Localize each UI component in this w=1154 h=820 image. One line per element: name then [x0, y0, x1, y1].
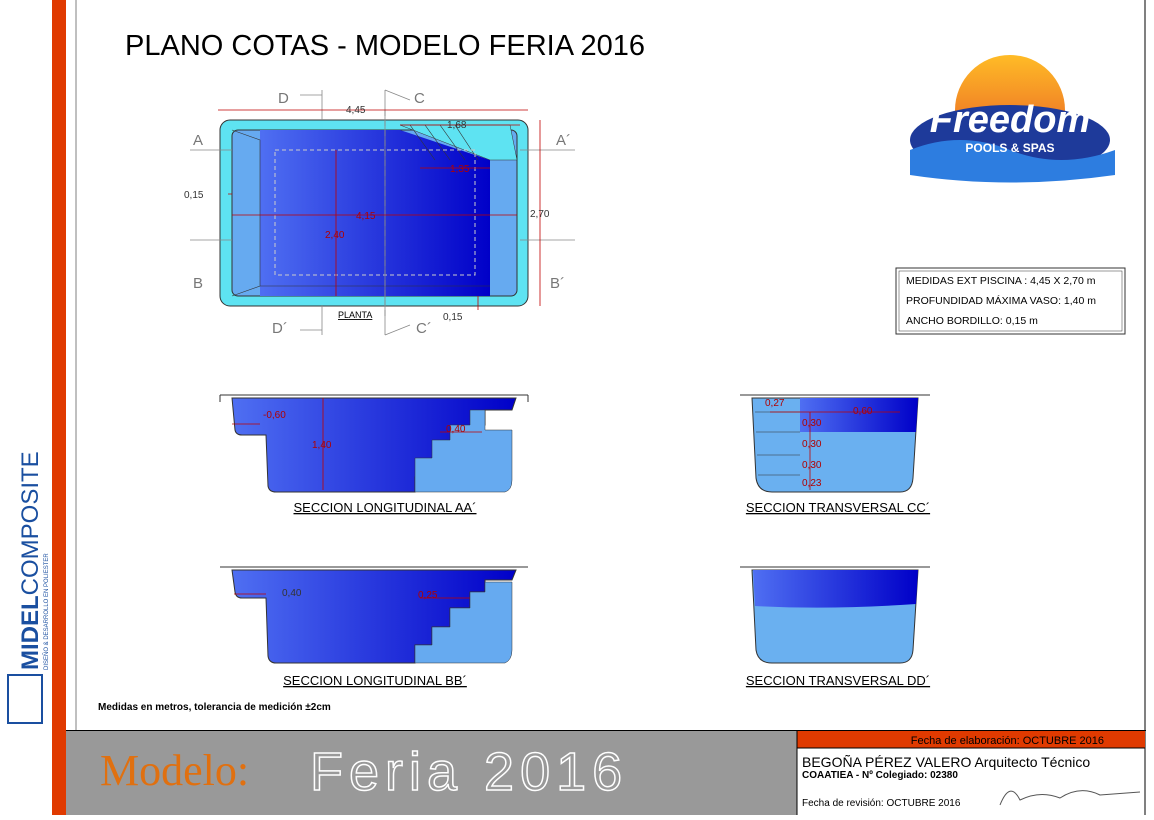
dimension: 2,70 — [530, 209, 550, 220]
dimension: 0,60 — [853, 406, 873, 417]
frame-line — [66, 730, 1146, 731]
section-title: SECCION LONGITUDINAL AA´ — [294, 500, 477, 515]
dimension: 0,40 — [446, 424, 466, 435]
note: Medidas en metros, tolerancia de medició… — [98, 702, 331, 713]
date-bar — [797, 731, 1145, 748]
dimension: 0,30 — [802, 460, 822, 471]
section-dd: SECCION TRANSVERSAL DD´ — [740, 566, 930, 688]
dimension: 2,40 — [325, 230, 345, 241]
dimension: 1,40 — [312, 440, 332, 451]
spec: PROFUNDIDAD MÁXIMA VASO: 1,40 m — [906, 294, 1096, 307]
section-marker: B — [193, 275, 203, 292]
dimension: 0,23 — [802, 478, 822, 489]
dimension: 1,68 — [447, 120, 467, 131]
signature — [999, 790, 1141, 806]
brand-tagline: DISEÑO & DESARROLLO EN POLIESTER — [43, 553, 50, 670]
spec: MEDIDAS EXT PISCINA : 4,45 X 2,70 m — [906, 275, 1096, 287]
freedom-logo: Freedom POOLS & SPAS — [910, 55, 1115, 183]
brand-name: MIDELCOMPOSITE — [17, 451, 44, 670]
spec: ANCHO BORDILLO: 0,15 m — [906, 315, 1038, 327]
dimension: 1,35 — [450, 164, 470, 175]
section-marker: D — [278, 90, 289, 107]
plan-label: PLANTA — [338, 310, 372, 320]
title: PLANO COTAS - MODELO FERIA 2016 — [125, 30, 645, 62]
dimension: 0,15 — [184, 190, 204, 201]
dimension: 0,40 — [282, 588, 302, 599]
section-bb: 0,40 0,25 SECCION LONGITUDINAL BB´ — [220, 566, 528, 688]
dimension: 4,15 — [356, 211, 376, 222]
plan-view: A A´ B B´ C C´ D D´ PLANTA 4,45 1,68 1,3… — [184, 89, 575, 337]
revision: Fecha de revisión: OCTUBRE 2016 — [802, 798, 961, 809]
dimension: -0,60 — [263, 410, 286, 421]
author: BEGOÑA PÉREZ VALERO Arquitecto Técnico — [802, 754, 1090, 770]
logo-tagline: POOLS & SPAS — [965, 141, 1054, 155]
brand: MIDELCOMPOSITE DISEÑO & DESARROLLO EN PO… — [17, 451, 50, 670]
section-marker: A — [193, 132, 203, 149]
model-name: Feria 2016 — [310, 742, 628, 802]
section-title: SECCION TRANSVERSAL CC´ — [746, 500, 930, 515]
model-label: Modelo: — [100, 746, 249, 795]
section-marker: A´ — [556, 132, 571, 149]
section-cc: 0,27 0,30 0,30 0,30 0,23 0,60 SECCION TR… — [740, 394, 930, 515]
dimension: 0,30 — [802, 418, 822, 429]
orange-band — [52, 0, 66, 815]
dimension: 0,27 — [765, 398, 785, 409]
section-marker: C´ — [416, 320, 432, 337]
dimension: 0,25 — [418, 590, 438, 601]
section-title: SECCION LONGITUDINAL BB´ — [283, 673, 467, 688]
section-marker: B´ — [550, 275, 565, 292]
date-label: Fecha de elaboración: OCTUBRE 2016 — [911, 735, 1104, 747]
footer-band — [66, 731, 797, 815]
dimension: 0,15 — [443, 312, 463, 323]
logo-name: Freedom — [930, 99, 1090, 141]
brand-icon — [7, 674, 43, 724]
section-aa: -0,60 1,40 0,40 SECCION LONGITUDINAL AA´ — [219, 394, 529, 515]
specs-box: MEDIDAS EXT PISCINA : 4,45 X 2,70 m PROF… — [895, 267, 1126, 335]
section-title: SECCION TRANSVERSAL DD´ — [746, 673, 930, 688]
section-marker: D´ — [272, 320, 288, 337]
dimension: 4,45 — [346, 105, 366, 116]
section-marker: C — [414, 90, 425, 107]
dimension: 0,30 — [802, 439, 822, 450]
college: COAATIEA - Nº Colegiado: 02380 — [802, 770, 958, 781]
